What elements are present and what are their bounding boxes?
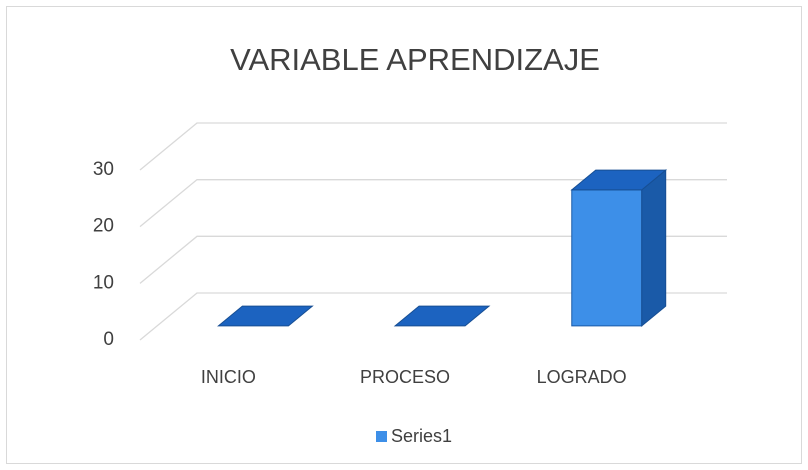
grid-line (139, 122, 727, 171)
bar-front (571, 189, 643, 327)
grid-line (139, 235, 727, 284)
bar-side (641, 169, 667, 327)
grid-line (139, 292, 727, 341)
bar (393, 305, 491, 327)
legend-label: Series1 (391, 426, 452, 446)
bar-top (217, 305, 314, 327)
y-tick-label: 10 (93, 272, 114, 293)
bar (570, 169, 668, 327)
y-tick-label: 30 (93, 159, 114, 180)
x-tick-label: LOGRADO (537, 367, 627, 387)
grid-line (139, 179, 727, 228)
chart-frame (6, 6, 802, 464)
x-tick-label: INICIO (201, 367, 256, 387)
chart-title: VARIABLE APRENDIZAJE (230, 42, 600, 77)
legend-swatch (376, 431, 387, 442)
bar-top (393, 305, 491, 327)
y-tick-label: 20 (93, 216, 114, 237)
bar-top (570, 169, 668, 191)
x-tick-label: PROCESO (360, 367, 450, 387)
y-tick-label: 0 (103, 329, 114, 350)
bar (217, 305, 314, 327)
